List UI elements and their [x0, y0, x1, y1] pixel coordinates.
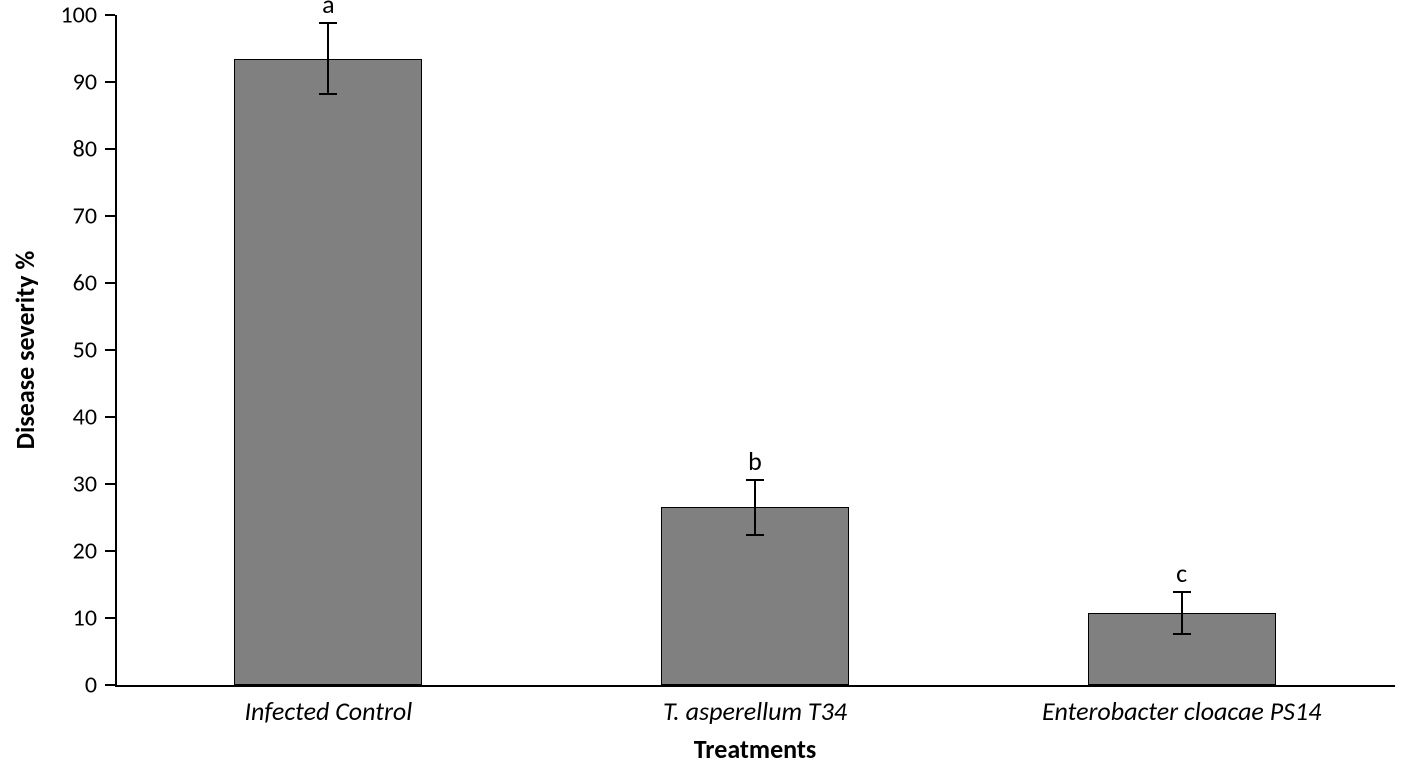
- y-tick: [105, 14, 115, 16]
- y-tick-label: 60: [0, 269, 97, 298]
- x-axis-title: Treatments: [694, 733, 817, 765]
- y-tick: [105, 349, 115, 351]
- significance-letter: a: [322, 0, 334, 20]
- y-tick: [105, 81, 115, 83]
- y-tick: [105, 617, 115, 619]
- y-tick-label: 10: [0, 604, 97, 633]
- error-bar-cap: [319, 93, 337, 95]
- y-tick: [105, 483, 115, 485]
- error-bar-cap: [746, 479, 764, 481]
- error-bar-cap: [319, 22, 337, 24]
- error-bar-cap: [1173, 633, 1191, 635]
- y-axis-line: [115, 15, 117, 685]
- disease-severity-chart: Disease severity % Treatments 0102030405…: [0, 0, 1420, 775]
- x-axis-line: [115, 685, 1395, 687]
- error-bar-cap: [1173, 591, 1191, 593]
- y-tick-label: 80: [0, 135, 97, 164]
- y-tick-label: 100: [0, 1, 97, 30]
- y-tick: [105, 416, 115, 418]
- y-tick-label: 0: [0, 671, 97, 700]
- x-tick-label: T. asperellum T34: [663, 695, 847, 727]
- y-tick-label: 40: [0, 403, 97, 432]
- y-tick: [105, 215, 115, 217]
- y-tick-label: 90: [0, 68, 97, 97]
- y-tick: [105, 550, 115, 552]
- y-tick: [105, 684, 115, 686]
- x-tick-label: Infected Control: [244, 695, 412, 727]
- error-bar: [327, 22, 329, 96]
- error-bar: [754, 479, 756, 535]
- y-tick-label: 30: [0, 470, 97, 499]
- significance-letter: b: [748, 445, 762, 477]
- y-tick-label: 50: [0, 336, 97, 365]
- error-bar: [1181, 591, 1183, 635]
- x-tick-label: Enterobacter cloacae PS14: [1042, 695, 1321, 727]
- bar: [234, 59, 422, 685]
- y-tick: [105, 148, 115, 150]
- significance-letter: c: [1176, 557, 1187, 589]
- y-tick: [105, 282, 115, 284]
- y-tick-label: 20: [0, 537, 97, 566]
- error-bar-cap: [746, 534, 764, 536]
- y-tick-label: 70: [0, 202, 97, 231]
